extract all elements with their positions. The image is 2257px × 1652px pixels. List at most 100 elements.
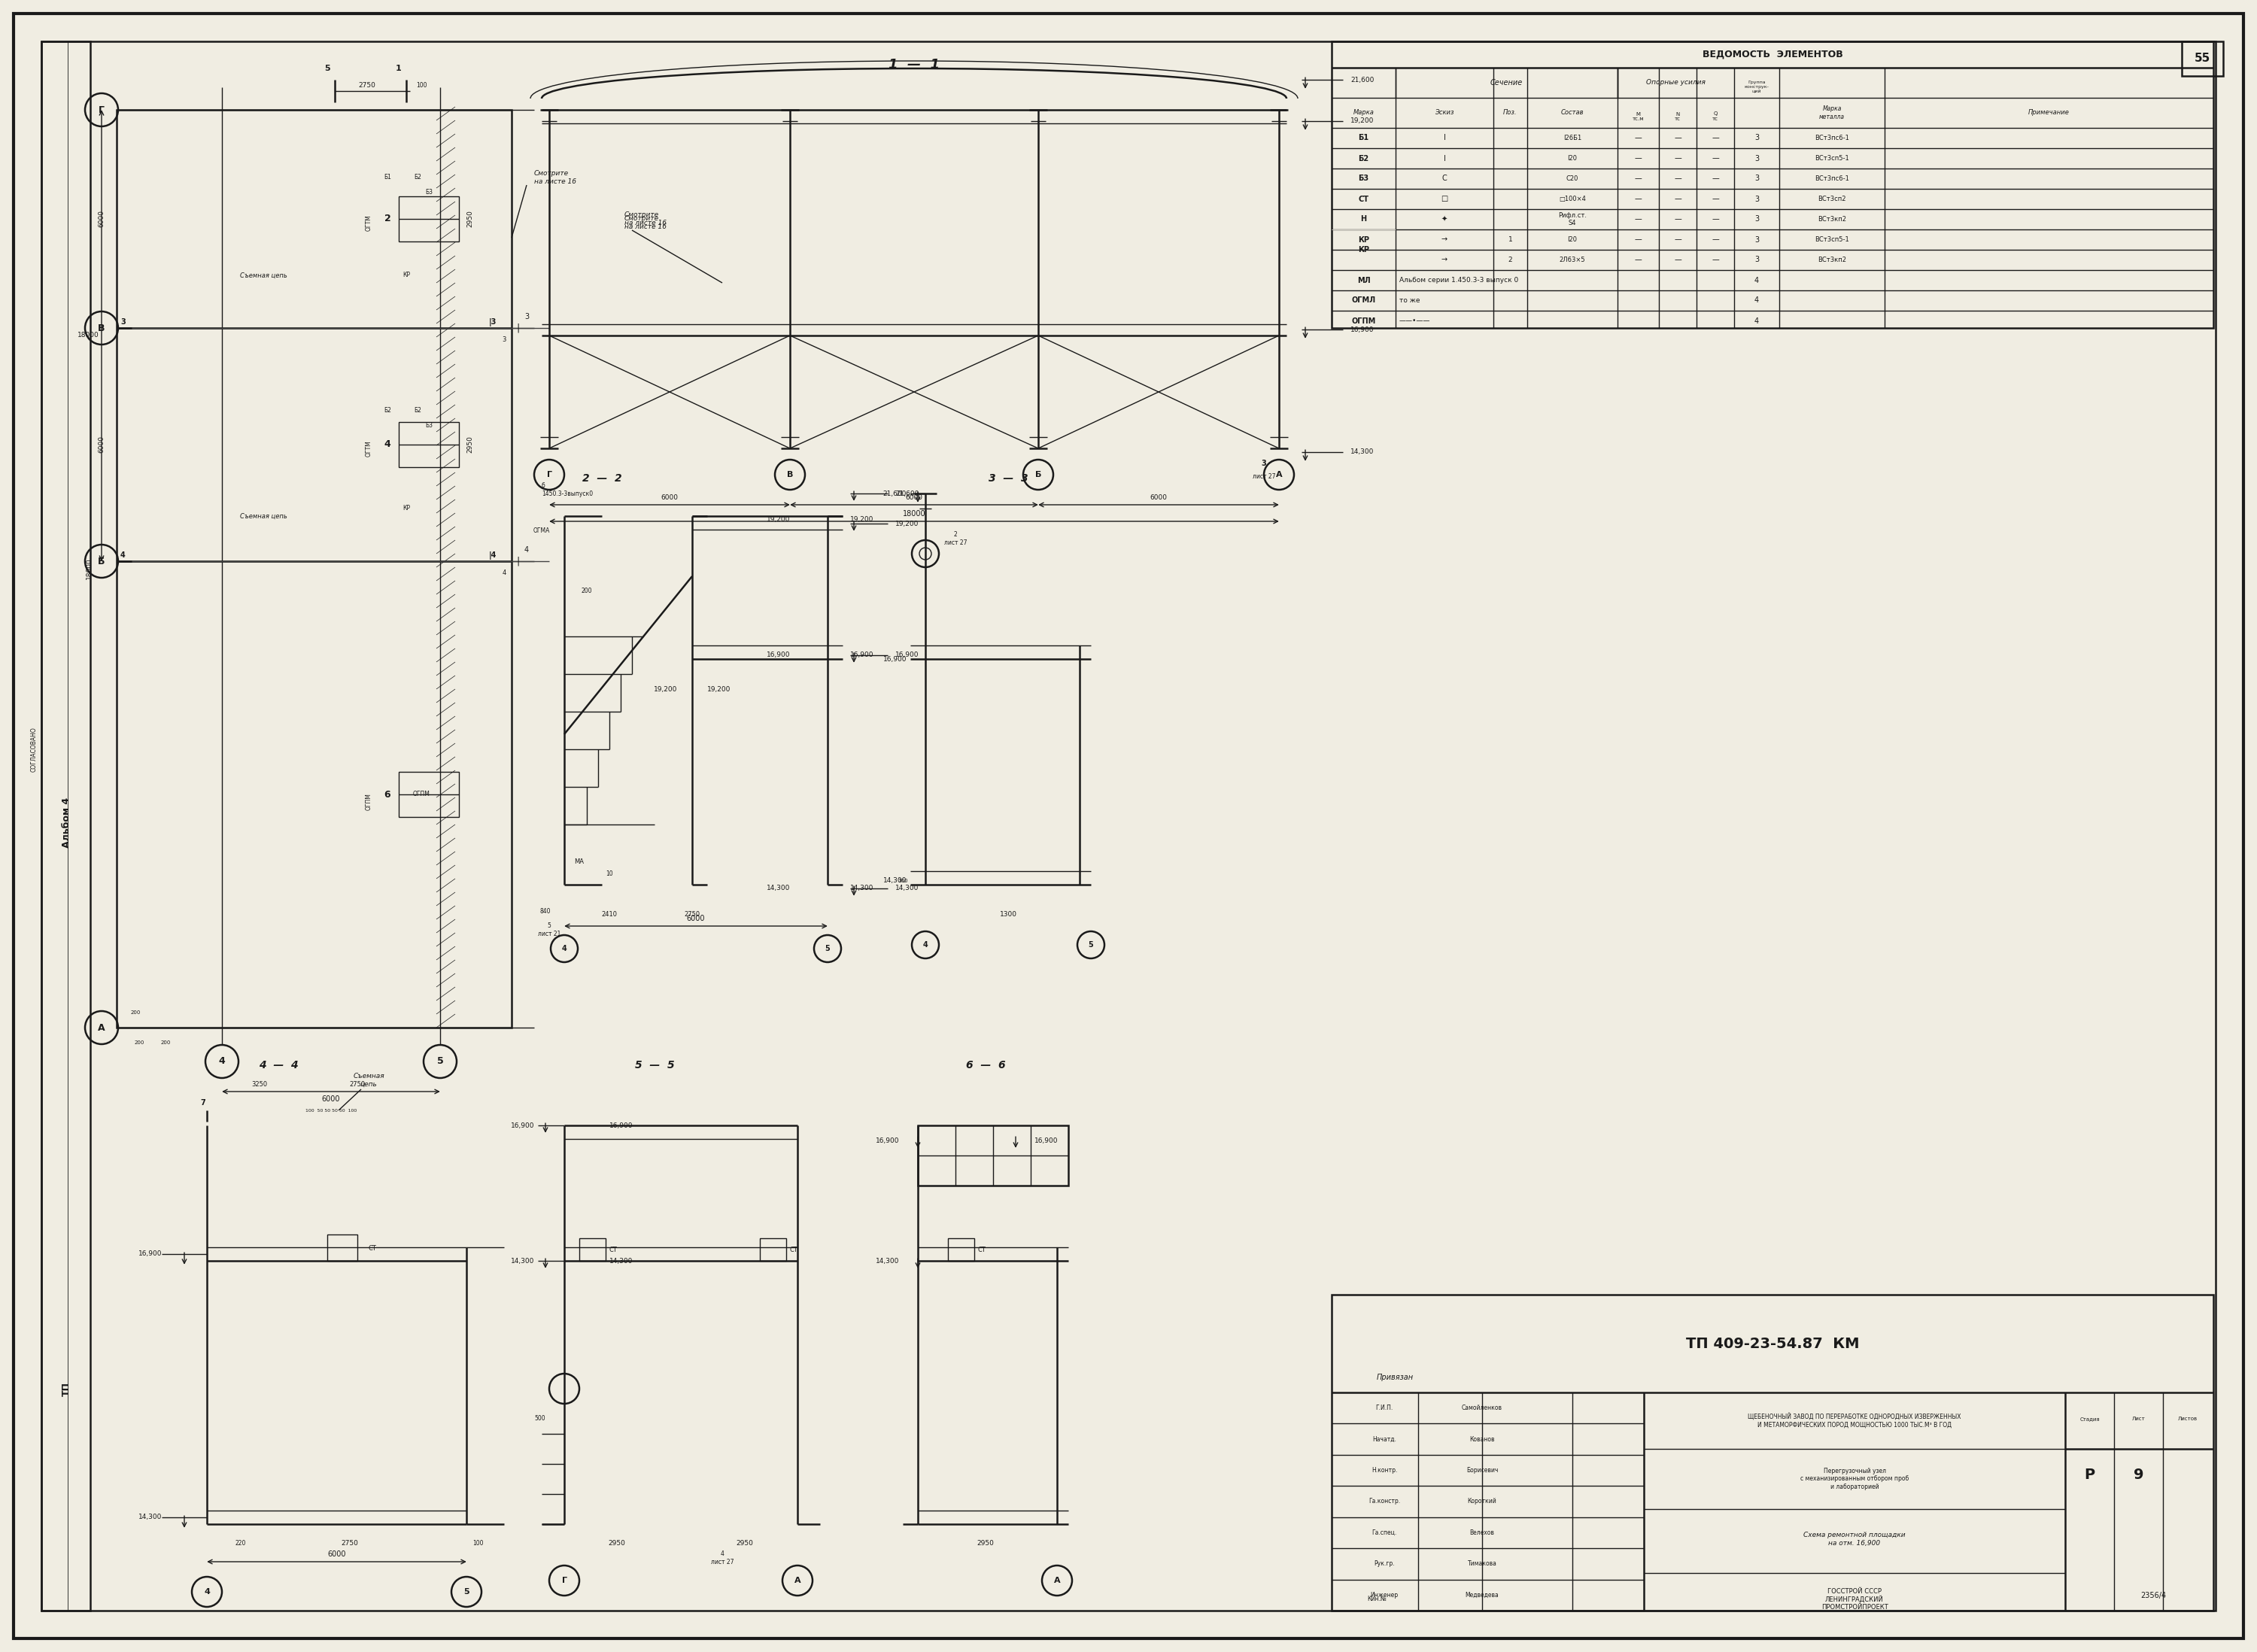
Text: 5
лист 21: 5 лист 21 <box>537 922 560 937</box>
Text: 4: 4 <box>1754 297 1758 304</box>
Text: 18000: 18000 <box>86 558 93 580</box>
Text: □: □ <box>1440 195 1449 203</box>
Text: 3: 3 <box>1754 256 1758 264</box>
Text: |4: |4 <box>490 552 497 560</box>
Text: Съемная цепь: Съемная цепь <box>239 273 287 279</box>
Text: СТ: СТ <box>1359 195 1368 203</box>
Text: 9: 9 <box>2133 1469 2144 1482</box>
Text: →: → <box>1442 236 1447 243</box>
Text: 19,200: 19,200 <box>767 517 790 524</box>
Text: —: — <box>1634 155 1641 162</box>
Text: 6  —  6: 6 — 6 <box>966 1061 1004 1070</box>
Bar <box>761 1239 785 1260</box>
Text: 16,900: 16,900 <box>882 656 907 662</box>
Text: А: А <box>1275 471 1282 479</box>
Text: то же: то же <box>1399 297 1420 304</box>
Text: —: — <box>1634 195 1641 203</box>
Text: 14,300: 14,300 <box>767 885 790 892</box>
Text: ОГПМ: ОГПМ <box>1352 317 1377 324</box>
Text: 4: 4 <box>384 439 390 449</box>
Text: 100: 100 <box>472 1540 483 1546</box>
Text: СТ: СТ <box>368 1244 377 1252</box>
Text: Р: Р <box>2083 1469 2094 1482</box>
Text: СТ: СТ <box>977 1246 986 1252</box>
Text: 2: 2 <box>1508 256 1512 263</box>
Text: Борисевич: Борисевич <box>1467 1467 1499 1474</box>
Bar <box>327 1234 357 1260</box>
Text: Смотрите
на листе 16: Смотрите на листе 16 <box>625 215 666 230</box>
Text: 2750: 2750 <box>684 912 700 919</box>
Text: Лист: Лист <box>2133 1416 2144 1421</box>
Text: 16,900: 16,900 <box>138 1251 163 1257</box>
Text: КР: КР <box>402 506 411 512</box>
Text: 3: 3 <box>1754 195 1758 203</box>
Text: МА: МА <box>573 859 585 866</box>
Text: 2356/4: 2356/4 <box>2140 1593 2167 1599</box>
Text: 7: 7 <box>201 1099 205 1107</box>
Text: 16,900: 16,900 <box>609 1122 632 1128</box>
Text: С: С <box>1442 175 1447 182</box>
Text: —: — <box>1675 175 1681 182</box>
Text: лист 27: лист 27 <box>1253 474 1275 481</box>
Text: 6000: 6000 <box>327 1551 345 1558</box>
Text: ✦: ✦ <box>1442 215 1447 223</box>
Text: 100  50 50 50 50  100: 100 50 50 50 50 100 <box>305 1108 357 1112</box>
Text: Г.И.П.: Г.И.П. <box>1375 1404 1393 1411</box>
Text: 2950: 2950 <box>736 1540 754 1546</box>
Text: Б3: Б3 <box>1359 175 1370 182</box>
Text: ОГМЛ: ОГМЛ <box>1352 297 1377 304</box>
Text: 2950: 2950 <box>977 1540 993 1546</box>
Text: Кованов: Кованов <box>1469 1436 1494 1442</box>
Text: 6000: 6000 <box>661 494 677 501</box>
Text: 3: 3 <box>1754 236 1758 243</box>
Text: Марка
металла: Марка металла <box>1819 106 1844 121</box>
Text: —: — <box>1675 134 1681 142</box>
Text: —: — <box>1634 134 1641 142</box>
Text: Альбом 4: Альбом 4 <box>61 796 72 847</box>
Text: В: В <box>788 471 792 479</box>
Text: ОГПМ: ОГПМ <box>366 793 372 811</box>
Text: 3250: 3250 <box>251 1080 269 1087</box>
Text: А: А <box>794 1576 801 1584</box>
Text: 5: 5 <box>325 64 330 73</box>
Text: 840: 840 <box>539 907 551 915</box>
Text: Медведева: Медведева <box>1465 1591 1499 1599</box>
Text: Н.контр.: Н.контр. <box>1372 1467 1397 1474</box>
Text: ТП: ТП <box>61 1381 72 1396</box>
Text: Рифл.ст.
S4: Рифл.ст. S4 <box>1557 211 1587 226</box>
Text: Велехов: Велехов <box>1469 1530 1494 1536</box>
Text: 14,300: 14,300 <box>882 877 907 884</box>
Text: ВСт3сп5-1: ВСт3сп5-1 <box>1815 236 1848 243</box>
Text: —: — <box>1711 236 1720 243</box>
Text: 2410: 2410 <box>600 912 616 919</box>
Text: ГОССТРОЙ СССР
ЛЕНИНГРАДСКИЙ
ПРОМСТРОЙПРОЕКТ: ГОССТРОЙ СССР ЛЕНИНГРАДСКИЙ ПРОМСТРОЙПРО… <box>1821 1588 1887 1611</box>
Text: Съемная
цепь: Съемная цепь <box>352 1072 384 1087</box>
Text: 4: 4 <box>1754 317 1758 324</box>
Text: ЩЕБЕНОЧНЫЙ ЗАВОД ПО ПЕРЕРАБОТКЕ ОДНОРОДНЫХ ИЗВЕРЖЕННЫХ
И МЕТАМОРФИЧЕСКИХ ПОРОД М: ЩЕБЕНОЧНЫЙ ЗАВОД ПО ПЕРЕРАБОТКЕ ОДНОРОДН… <box>1747 1412 1961 1427</box>
Text: 21,600: 21,600 <box>1350 76 1375 83</box>
Text: ОГТМ: ОГТМ <box>366 439 372 456</box>
Text: —: — <box>1675 215 1681 223</box>
Text: 4: 4 <box>562 945 567 953</box>
Text: 16,900: 16,900 <box>510 1122 535 1128</box>
Text: Привязан: Привязан <box>1377 1374 1413 1381</box>
Text: 1300: 1300 <box>1000 912 1016 919</box>
Text: 3: 3 <box>1754 155 1758 162</box>
Text: —: — <box>1634 215 1641 223</box>
Text: 100: 100 <box>415 83 427 89</box>
Text: 200: 200 <box>133 1041 144 1046</box>
Bar <box>1332 41 2214 329</box>
Text: 14,300: 14,300 <box>609 1257 632 1264</box>
Text: ——•——: ——•—— <box>1399 317 1431 324</box>
Text: Стадия: Стадия <box>2079 1416 2099 1421</box>
Text: Марка: Марка <box>1354 109 1375 116</box>
Bar <box>2183 41 2223 76</box>
Text: 14,300: 14,300 <box>138 1513 163 1521</box>
Text: 2
лист 27: 2 лист 27 <box>943 532 966 545</box>
Text: Б1: Б1 <box>1359 134 1370 142</box>
Text: I20: I20 <box>1566 155 1578 162</box>
Text: Б2: Б2 <box>1359 155 1370 162</box>
Text: Б2: Б2 <box>384 408 390 415</box>
Text: 3  —  3: 3 — 3 <box>989 472 1027 484</box>
Text: 19,200: 19,200 <box>1350 117 1375 124</box>
